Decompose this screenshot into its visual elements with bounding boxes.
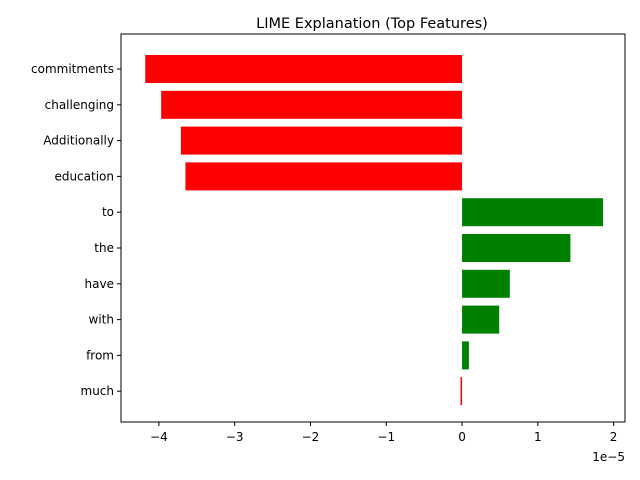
bar-commitments: [145, 55, 463, 83]
bar-the: [462, 234, 571, 262]
x-tick-label: −3: [226, 430, 244, 444]
y-tick-label: much: [81, 384, 115, 398]
chart-title: LIME Explanation (Top Features): [256, 16, 488, 32]
bar-with: [462, 305, 500, 334]
y-tick-label: have: [85, 277, 114, 291]
y-tick-label: with: [89, 313, 114, 327]
bar-much: [460, 377, 463, 406]
bar-additionally: [180, 126, 463, 155]
y-tick-label: to: [102, 205, 114, 219]
x-tick-label: −1: [377, 430, 395, 444]
x-tick-label: −4: [150, 430, 168, 444]
bar-from: [462, 341, 469, 370]
x-tick-label: 0: [458, 430, 466, 444]
x-offset-label: 1e−5: [592, 450, 625, 464]
bar-education: [185, 162, 463, 191]
plot-frame: [120, 33, 626, 423]
bar-have: [462, 269, 510, 298]
x-tick-label: −2: [302, 430, 320, 444]
y-tick-label: education: [54, 169, 114, 183]
y-tick-labels: commitments challenging Additionally educat…: [31, 62, 121, 398]
y-tick-label: Additionally: [43, 134, 114, 148]
y-tick-label: challenging: [45, 98, 114, 112]
y-tick-label: commitments: [31, 62, 114, 76]
y-tick-label: the: [94, 241, 114, 255]
x-tick-label: 1: [534, 430, 542, 444]
bar-challenging: [161, 90, 463, 119]
y-tick-label: from: [86, 348, 114, 362]
bar-to: [462, 198, 604, 227]
x-tick-label: 2: [610, 430, 618, 444]
x-ticks: −4 −3 −2 −1 0 1 2: [150, 422, 617, 444]
bars-group: [145, 55, 604, 406]
